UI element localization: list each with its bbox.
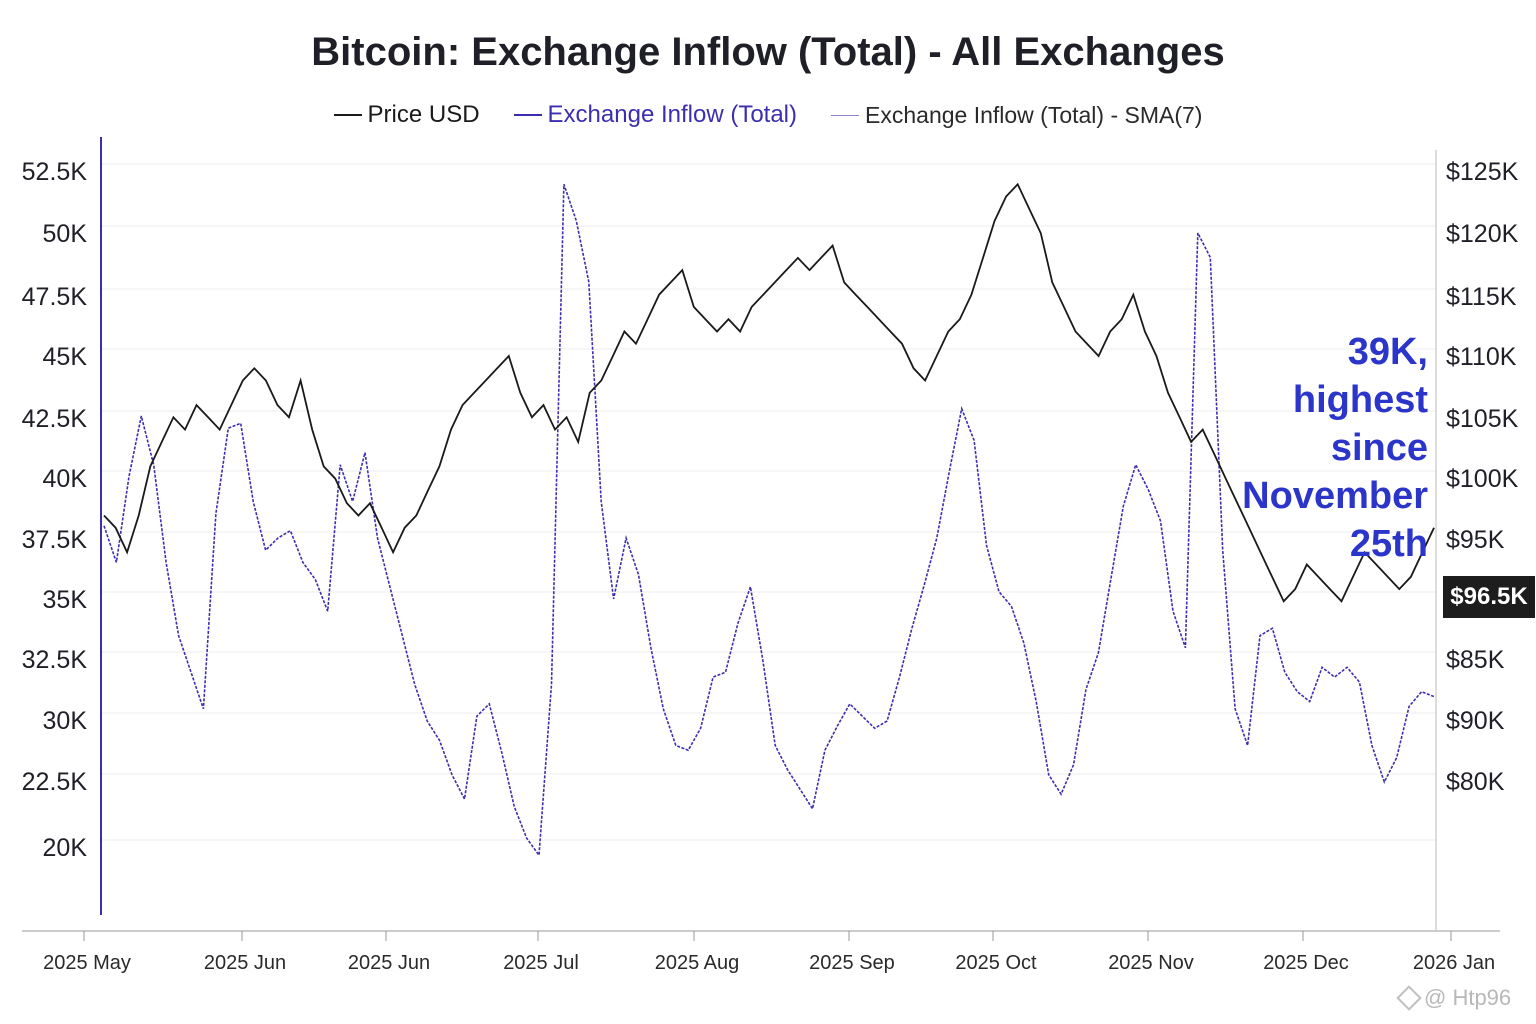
- y-right-tick-label: $85K: [1446, 646, 1505, 674]
- x-tick-label: 2025 Jun: [204, 952, 286, 974]
- legend-label-price: Price USD: [367, 101, 480, 128]
- y-left-tick-label: 47.5K: [22, 283, 88, 311]
- y-left-tick-label: 20K: [43, 834, 88, 862]
- chart-title: Bitcoin: Exchange Inflow (Total) - All E…: [311, 30, 1225, 74]
- y-axis-right: $125K $120K $115K $110K $105K $100K $95K $80K $8…: [1446, 158, 1519, 796]
- y-right-tick-label: $115K: [1446, 283, 1517, 311]
- x-tick-label: 2025 May: [43, 952, 131, 974]
- annotation-line: 39K,: [1347, 331, 1428, 373]
- annotation-highest-inflow: 39K, highest since November 25th: [1128, 328, 1428, 568]
- x-axis: 2025 May 2025 Jun 2025 Jun 2025 Jul 2025 Aug…: [43, 931, 1495, 974]
- y-left-tick-label: 45K: [43, 343, 88, 371]
- annotation-line: November: [1242, 475, 1428, 517]
- y-left-tick-label: 35K: [43, 586, 88, 614]
- y-right-tick-label: $105K: [1446, 405, 1519, 433]
- legend-swatch-sma: [831, 114, 860, 116]
- y-left-tick-label: 52.5K: [22, 158, 88, 186]
- y-left-tick-label: 30K: [43, 707, 88, 735]
- annotation-line: highest: [1292, 379, 1428, 421]
- x-tick-label: 2025 Dec: [1263, 952, 1349, 974]
- watermark-text: @ Htp96: [1424, 985, 1512, 1010]
- legend-swatch-inflow: [513, 114, 542, 116]
- x-tick-label: 2025 Sep: [809, 952, 895, 974]
- y-left-tick-label: 50K: [43, 220, 88, 248]
- x-tick-label: 2026 Jan: [1413, 952, 1495, 974]
- x-tick-label: 2025 Nov: [1108, 952, 1194, 974]
- y-right-tick-label: $100K: [1446, 465, 1519, 493]
- y-right-tick-label: $80K: [1446, 768, 1505, 796]
- y-left-tick-label: 42.5K: [22, 405, 88, 433]
- y-right-tick-label: $110K: [1446, 343, 1517, 371]
- current-price-badge: $96.5K: [1443, 576, 1535, 618]
- legend-item-sma[interactable]: Exchange Inflow (Total) - SMA(7): [831, 101, 1202, 129]
- annotation-line: 25th: [1349, 523, 1428, 565]
- diamond-logo-icon: [1396, 985, 1422, 1011]
- gridlines: [101, 163, 1436, 841]
- y-right-tick-label: $125K: [1446, 158, 1519, 186]
- y-left-tick-label: 37.5K: [22, 526, 88, 554]
- y-right-tick-label: $120K: [1446, 220, 1519, 248]
- legend-label-inflow: Exchange Inflow (Total): [547, 101, 798, 128]
- y-right-tick-label: $90K: [1446, 707, 1505, 735]
- legend-item-inflow[interactable]: Exchange Inflow (Total): [513, 101, 798, 129]
- y-left-tick-label: 32.5K: [22, 646, 88, 674]
- x-tick-label: 2025 Oct: [955, 952, 1037, 974]
- series-price-usd-line: [103, 182, 1435, 603]
- watermark: @ Htp96: [1396, 985, 1512, 1011]
- annotation-line: since: [1330, 427, 1428, 469]
- x-tick-label: 2025 Jun: [348, 952, 430, 974]
- x-tick-label: 2025 Jul: [503, 952, 579, 974]
- chart-legend: Price USD Exchange Inflow (Total) Exchan…: [0, 101, 1536, 129]
- y-right-tick-label: $95K: [1446, 526, 1505, 554]
- y-left-tick-label: 22.5K: [22, 768, 88, 796]
- series-exchange-inflow-line: [103, 183, 1435, 858]
- y-left-tick-label: 40K: [43, 465, 88, 493]
- legend-swatch-price: [333, 114, 362, 116]
- y-axis-left: 52.5K 50K 47.5K 45K 42.5K 40K 37.5K 35K 32.5K 30K…: [22, 158, 88, 862]
- legend-item-price[interactable]: Price USD: [333, 101, 480, 129]
- legend-label-sma: Exchange Inflow (Total) - SMA(7): [865, 101, 1203, 128]
- x-tick-label: 2025 Aug: [655, 952, 740, 974]
